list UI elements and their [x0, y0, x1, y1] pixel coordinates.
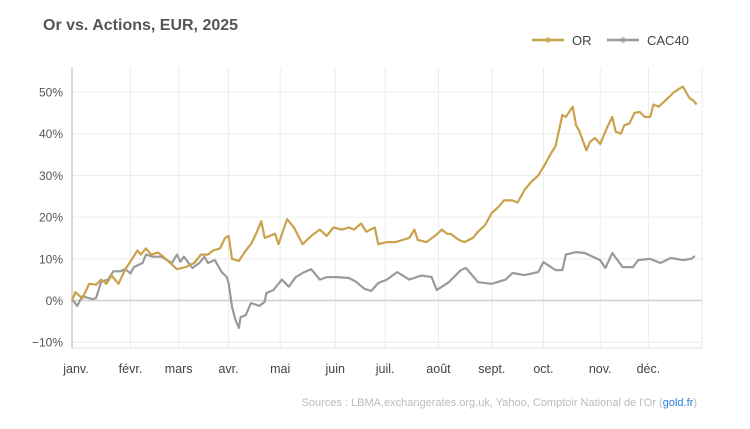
y-tick-label: −10%: [32, 336, 63, 350]
source-text: Sources : LBMA,exchangerates.org.uk, Yah…: [302, 397, 664, 409]
chart-title: Or vs. Actions, EUR, 2025: [43, 17, 238, 34]
y-tick-label: 20%: [39, 211, 63, 225]
series-line-or: [70, 85, 698, 301]
legend-item-cac40[interactable]: CAC40: [607, 33, 689, 48]
x-tick-label: janv.: [62, 362, 88, 376]
source-link[interactable]: gold.fr: [663, 397, 694, 409]
legend-item-or[interactable]: OR: [532, 33, 592, 48]
y-axis: −10% 0% 10% 20% 30% 40% 50%: [32, 86, 63, 350]
y-tick-label: 0%: [46, 294, 64, 308]
x-tick-label: mai: [270, 362, 290, 376]
x-tick-label: oct.: [533, 362, 553, 376]
legend-label-or: OR: [572, 33, 592, 48]
x-axis: janv. févr. mars avr. mai juin juil. août sept. o…: [62, 362, 660, 376]
x-tick-label: avr.: [218, 362, 238, 376]
y-tick-label: 40%: [39, 127, 63, 141]
x-tick-label: déc.: [637, 362, 661, 376]
source-end: ): [693, 397, 697, 409]
legend-label-cac40: CAC40: [647, 33, 689, 48]
series-line-cac40: [71, 251, 696, 330]
legend-marker-cac40: [620, 37, 626, 43]
x-tick-label: août: [426, 362, 451, 376]
x-tick-label: juil.: [375, 362, 395, 376]
legend-marker-or: [545, 37, 551, 43]
x-tick-label: mars: [165, 362, 193, 376]
y-tick-label: 10%: [39, 252, 63, 266]
y-tick-label: 50%: [39, 86, 63, 100]
x-tick-label: juin: [325, 362, 346, 376]
x-tick-label: nov.: [589, 362, 612, 376]
x-tick-label: févr.: [119, 362, 143, 376]
y-tick-label: 30%: [39, 169, 63, 183]
series: [70, 85, 698, 330]
grid: [71, 67, 703, 349]
legend: OR CAC40: [532, 33, 689, 48]
source-note: Sources : LBMA,exchangerates.org.uk, Yah…: [302, 397, 697, 409]
x-tick-label: sept.: [478, 362, 505, 376]
